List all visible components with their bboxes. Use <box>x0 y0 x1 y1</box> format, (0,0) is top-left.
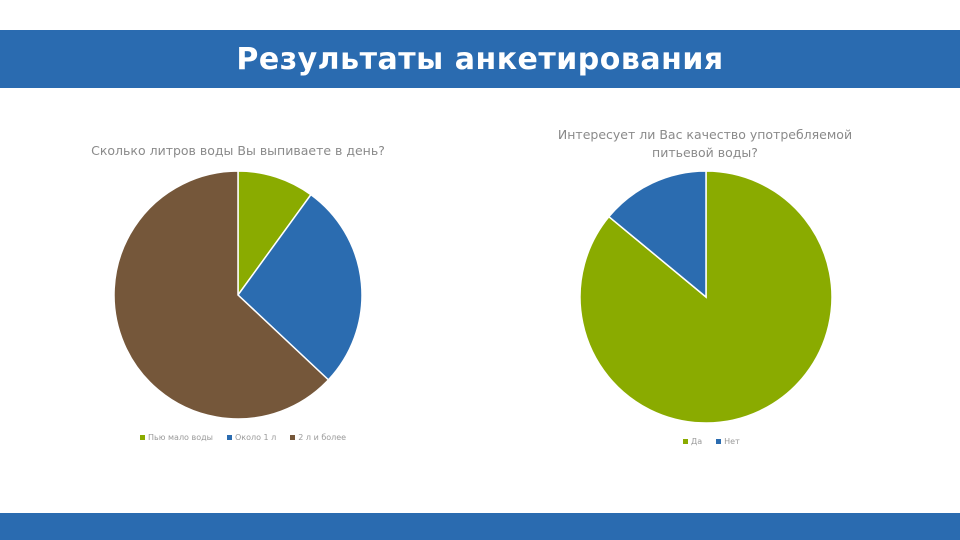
legend-label-about-1l: Около 1 л <box>234 433 277 442</box>
legend-label-yes: Да <box>691 437 703 446</box>
legend-water-volume: Пью мало воды Около 1 л 2 л и более <box>140 433 346 442</box>
legend-swatch-brown <box>290 435 296 440</box>
legend-label-no: Нет <box>724 437 740 446</box>
footer-bar <box>0 513 960 540</box>
page-title: Результаты анкетирования <box>236 41 724 77</box>
legend-swatch-blue <box>226 435 232 440</box>
pie-water-volume-slice-1 <box>237 193 363 381</box>
legend-label-little-water: Пью мало воды <box>148 433 213 442</box>
pie-water-volume-slice-0 <box>237 170 312 298</box>
legend-swatch-blue <box>716 439 722 444</box>
legend-item-2l-more: 2 л и более <box>290 433 346 442</box>
pie-water-quality-slice-1 <box>607 170 707 299</box>
chart-title-water-quality: Интересует ли Вас качество употребляемой… <box>557 127 853 160</box>
legend-swatch-green <box>140 435 145 440</box>
legend-label-2l-more: 2 л и более <box>298 433 347 442</box>
chart-title-water-volume: Сколько литров воды Вы выпиваете в день? <box>91 143 385 158</box>
legend-item-no: Нет <box>716 437 740 446</box>
legend-item-about-1l: Около 1 л <box>226 433 277 442</box>
legend-swatch-green <box>683 439 688 444</box>
legend-water-quality: Да Нет <box>683 437 740 446</box>
legend-item-yes: Да <box>683 437 702 446</box>
legend-item-little-water: Пью мало воды <box>140 433 213 442</box>
title-banner: Результаты анкетирования <box>0 30 960 88</box>
pie-water-volume-slice-2 <box>113 170 330 420</box>
